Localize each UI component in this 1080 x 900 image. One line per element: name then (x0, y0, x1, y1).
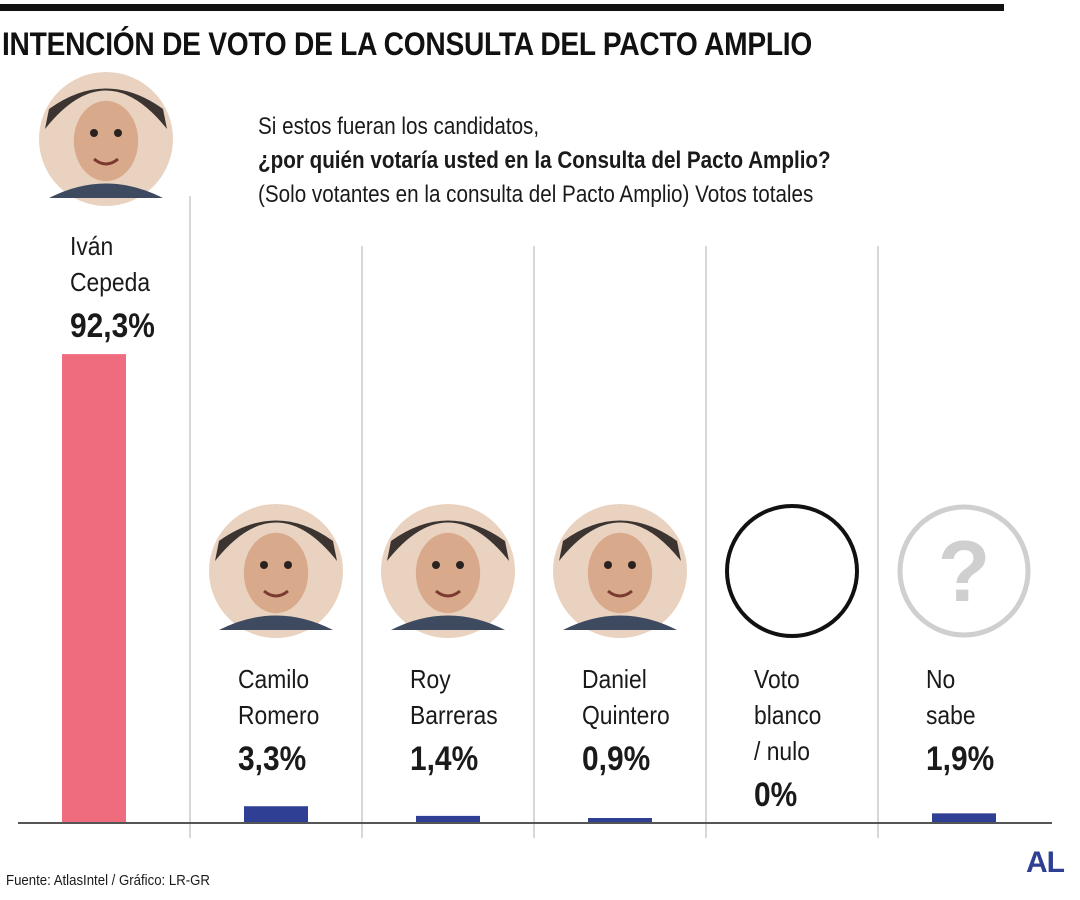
category-label: / nulo (754, 738, 810, 767)
question-mark-icon: ? (897, 504, 1031, 638)
person-photo-icon (209, 504, 343, 638)
category-label: Barreras (410, 702, 498, 731)
category-label: Voto (754, 666, 800, 695)
bar (244, 806, 308, 823)
person-photo-icon (381, 504, 515, 638)
category-label: Quintero (582, 702, 670, 731)
value-label: 92,3% (70, 306, 155, 344)
value-label: 0,9% (582, 739, 650, 777)
bar (588, 818, 652, 823)
category-label: Iván (70, 233, 113, 262)
svg-text:?: ? (938, 524, 991, 620)
value-label: 0% (754, 775, 797, 813)
category-label: Cepeda (70, 269, 150, 298)
category-label: Romero (238, 702, 319, 731)
empty-circle-icon (725, 504, 859, 638)
value-label: 1,4% (410, 739, 478, 777)
person-photo-icon (39, 72, 173, 206)
subtitle-line-3: (Solo votantes en la consulta del Pacto … (258, 181, 814, 208)
value-label: 3,3% (238, 739, 306, 777)
chart-subtitle: Si estos fueran los candidatos, ¿por qui… (258, 110, 831, 212)
category-label: Daniel (582, 666, 647, 695)
value-label: 1,9% (926, 739, 994, 777)
category-label: Camilo (238, 666, 309, 695)
brand-logo: AL (1026, 846, 1065, 879)
subtitle-line-1: Si estos fueran los candidatos, (258, 113, 540, 140)
top-rule (0, 4, 1004, 11)
category-label: No (926, 666, 955, 695)
bar (932, 813, 996, 823)
bar (416, 815, 480, 823)
subtitle-question: ¿por quién votaría usted en la Consulta … (258, 147, 831, 174)
category-label: blanco (754, 702, 821, 731)
category-label: sabe (926, 702, 976, 731)
category-label: Roy (410, 666, 451, 695)
source-note: Fuente: AtlasIntel / Gráfico: LR-GR (6, 872, 210, 889)
person-photo-icon (553, 504, 687, 638)
chart-title: INTENCIÓN DE VOTO DE LA CONSULTA DEL PAC… (2, 26, 812, 62)
bar (62, 354, 126, 823)
